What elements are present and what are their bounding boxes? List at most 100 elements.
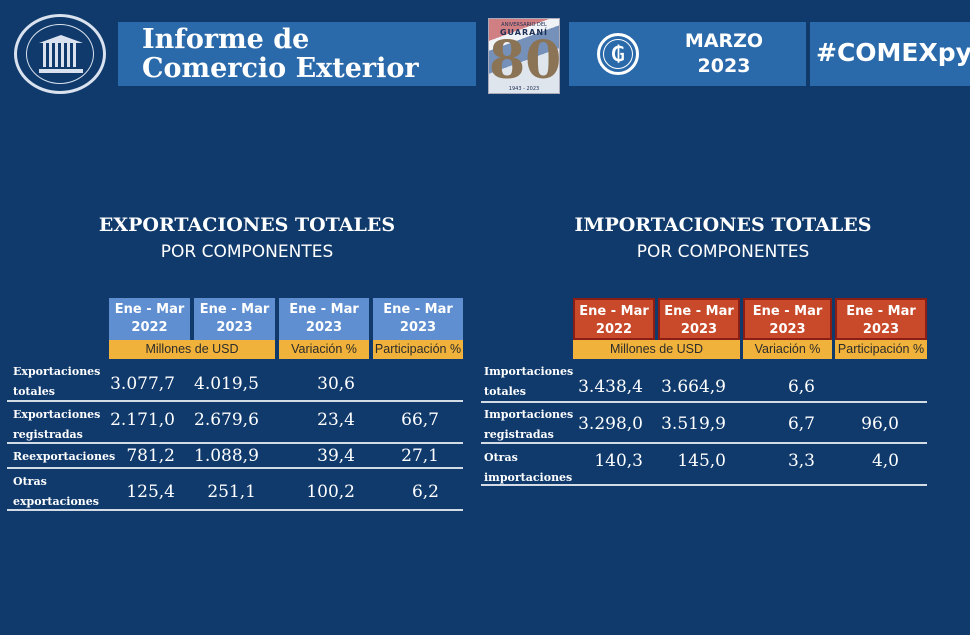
exports-col-header: Ene - Mar 2023 xyxy=(373,298,463,340)
imports-unit-share: Participación % xyxy=(835,340,927,359)
exports-variation: 39,4 xyxy=(317,446,355,466)
imports-value-2023: 145,0 xyxy=(677,451,726,471)
col-header-line1: Ene - Mar xyxy=(846,304,916,319)
guarani-coin-icon: ₲ xyxy=(597,33,639,75)
col-header-line2: 2023 xyxy=(399,320,437,335)
row-label-line2: registradas xyxy=(13,428,83,441)
col-header-line1: Ene - Mar xyxy=(199,302,270,317)
col-header-line2: 2023 xyxy=(305,320,343,335)
imports-col-header: Ene - Mar 2022 xyxy=(573,298,655,340)
row-label-line1: Otras xyxy=(484,451,518,464)
badge-years: 1943 - 2023 xyxy=(508,86,540,92)
row-divider xyxy=(481,442,927,444)
col-header-line2: 2022 xyxy=(595,322,633,337)
badge-name: GUARANÍ xyxy=(499,28,549,37)
exports-variation: 100,2 xyxy=(306,482,355,502)
row-label-line1: Exportaciones xyxy=(13,365,101,378)
row-label-line2: registradas xyxy=(484,428,554,441)
imports-share: 96,0 xyxy=(861,414,899,434)
col-header-line1: Ene - Mar xyxy=(383,302,453,317)
hashtag: #COMEXpy xyxy=(816,38,970,67)
report-title-band: Informe de Comercio Exterior xyxy=(118,22,476,86)
imports-section-title: IMPORTACIONES TOTALES POR COMPONENTES xyxy=(493,214,953,262)
period-month: MARZO xyxy=(684,30,764,52)
exports-unit-usd: Millones de USD xyxy=(109,340,275,359)
badge-number: 80 xyxy=(489,30,562,91)
row-label-line2: importaciones xyxy=(484,471,573,484)
imports-title: IMPORTACIONES TOTALES xyxy=(574,214,872,236)
period-year: 2023 xyxy=(697,55,751,77)
period-band: ₲ MARZO 2023 xyxy=(569,22,806,86)
row-divider xyxy=(7,400,463,402)
exports-col-header: Ene - Mar 2023 xyxy=(194,298,275,340)
imports-value-2023: 3.519,9 xyxy=(661,414,726,434)
row-divider xyxy=(7,509,463,511)
row-divider xyxy=(481,484,927,486)
exports-share: 6,2 xyxy=(411,482,439,502)
imports-value-2022: 3.298,0 xyxy=(578,414,643,434)
col-header-line2: 2022 xyxy=(131,320,168,335)
exports-value-2023: 251,1 xyxy=(207,482,256,502)
exports-unit-share: Participación % xyxy=(373,340,463,359)
imports-variation: 6,6 xyxy=(787,377,815,397)
imports-value-2022: 140,3 xyxy=(594,451,643,471)
imports-col-header: Ene - Mar 2023 xyxy=(658,298,740,340)
row-label-line1: Reexportaciones xyxy=(13,450,116,463)
header: Informe de Comercio Exterior ANIVERSARIO… xyxy=(0,0,970,100)
exports-unit-variation: Variación % xyxy=(279,340,369,359)
exports-subtitle: POR COMPONENTES xyxy=(160,242,334,262)
table-row-label: Reexportaciones xyxy=(13,447,115,467)
hashtag-band: #COMEXpy xyxy=(810,22,970,86)
col-header-line2: 2023 xyxy=(769,322,806,337)
col-header-line1: Ene - Mar xyxy=(664,304,734,319)
exports-variation: 23,4 xyxy=(317,410,355,430)
badge-top-small: ANIVERSARIO DEL xyxy=(501,22,547,28)
exports-section-title: EXPORTACIONES TOTALES POR COMPONENTES xyxy=(17,214,477,262)
col-header-line2: 2023 xyxy=(680,322,718,337)
row-divider xyxy=(7,467,463,469)
exports-value-2023: 2.679,6 xyxy=(194,410,259,430)
row-label-line2: exportaciones xyxy=(13,495,99,508)
table-row-label: Importaciones totales xyxy=(484,362,573,402)
row-label-line2: totales xyxy=(13,385,55,398)
central-bank-seal-logo xyxy=(14,14,106,94)
imports-subtitle: POR COMPONENTES xyxy=(636,242,810,262)
exports-value-2022: 781,2 xyxy=(126,446,175,466)
imports-value-2023: 3.664,9 xyxy=(661,377,726,397)
imports-col-header: Ene - Mar 2023 xyxy=(743,298,832,340)
table-row-label: Otras exportaciones xyxy=(13,472,99,512)
imports-variation: 3,3 xyxy=(787,451,815,471)
row-label-line1: Exportaciones xyxy=(13,408,101,421)
col-header-line2: 2023 xyxy=(862,322,900,337)
exports-variation: 30,6 xyxy=(317,374,355,394)
row-label-line1: Otras xyxy=(13,475,47,488)
table-row-label: Exportaciones totales xyxy=(13,362,100,402)
exports-share: 66,7 xyxy=(401,410,439,430)
imports-share: 4,0 xyxy=(871,451,899,471)
exports-title: EXPORTACIONES TOTALES xyxy=(98,214,396,236)
imports-unit-variation: Variación % xyxy=(743,340,832,359)
exports-share: 27,1 xyxy=(401,446,439,466)
row-label-line1: Importaciones xyxy=(484,365,574,378)
exports-value-2022: 125,4 xyxy=(126,482,175,502)
imports-value-2022: 3.438,4 xyxy=(578,377,643,397)
guarani-80-anniversary-badge: ANIVERSARIO DEL GUARANÍ 80 1943 - 2023 xyxy=(488,18,562,94)
row-divider xyxy=(481,401,927,403)
exports-value-2023: 4.019,5 xyxy=(194,374,259,394)
report-title-line2: Comercio Exterior xyxy=(142,53,419,84)
exports-col-header: Ene - Mar 2023 xyxy=(279,298,369,340)
row-label-line1: Importaciones xyxy=(484,408,574,421)
col-header-line2: 2023 xyxy=(216,320,253,335)
exports-value-2023: 1.088,9 xyxy=(194,446,259,466)
imports-unit-usd: Millones de USD xyxy=(573,340,740,359)
col-header-line1: Ene - Mar xyxy=(752,304,823,319)
table-row-label: Exportaciones registradas xyxy=(13,405,100,445)
exports-col-header: Ene - Mar 2022 xyxy=(109,298,190,340)
exports-value-2022: 3.077,7 xyxy=(110,374,175,394)
col-header-line1: Ene - Mar xyxy=(114,302,185,317)
row-divider xyxy=(7,442,463,444)
report-title-line1: Informe de xyxy=(142,24,310,55)
exports-value-2022: 2.171,0 xyxy=(110,410,175,430)
imports-col-header: Ene - Mar 2023 xyxy=(835,298,927,340)
imports-variation: 6,7 xyxy=(787,414,815,434)
